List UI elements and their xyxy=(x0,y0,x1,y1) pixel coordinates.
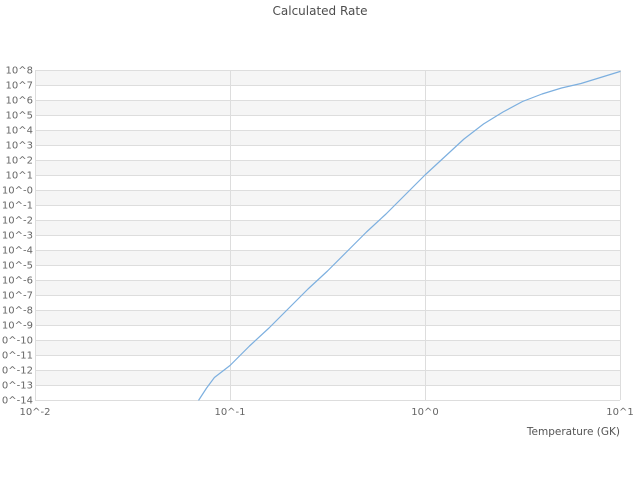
y-tick-label: 10^4 xyxy=(6,126,33,137)
x-tick-label: 10^-1 xyxy=(214,407,245,418)
y-tick-label: 0^-11 xyxy=(2,351,33,362)
y-tick-label: 10^-6 xyxy=(2,276,33,287)
y-tick-label: 10^7 xyxy=(6,81,33,92)
y-tick-label: 10^-8 xyxy=(2,306,33,317)
y-tick-label: 10^8 xyxy=(6,66,33,77)
y-tick-label: 10^-9 xyxy=(2,321,33,332)
y-tick-label: 10^-4 xyxy=(2,246,33,257)
y-tick-label: 0^-14 xyxy=(2,396,33,407)
plot-band xyxy=(35,310,620,325)
y-tick-label: 0^-10 xyxy=(2,336,33,347)
plot-band xyxy=(35,340,620,355)
plot-band xyxy=(35,100,620,115)
y-tick-label: 10^-1 xyxy=(2,201,33,212)
y-tick-label: 10^-3 xyxy=(2,231,33,242)
y-tick-label: 10^6 xyxy=(6,96,33,107)
plot-band xyxy=(35,220,620,235)
y-tick-label: 10^2 xyxy=(6,156,33,167)
y-tick-label: 10^-2 xyxy=(2,216,33,227)
y-tick-label: 10^3 xyxy=(6,141,33,152)
y-tick-label: 10^-7 xyxy=(2,291,33,302)
plot-band xyxy=(35,160,620,175)
y-tick-label: 0^-13 xyxy=(2,381,33,392)
x-tick-label: 10^1 xyxy=(606,407,633,418)
plot-band xyxy=(35,70,620,85)
y-tick-label: 10^-0 xyxy=(2,186,33,197)
y-tick-label: 0^-12 xyxy=(2,366,33,377)
plot-band xyxy=(35,370,620,385)
rate-line xyxy=(198,70,621,401)
plot-band xyxy=(35,280,620,295)
x-tick-label: 10^-2 xyxy=(19,407,50,418)
y-tick-label: 10^1 xyxy=(6,171,33,182)
plot-band xyxy=(35,190,620,205)
x-axis-label: Temperature (GK) xyxy=(526,426,620,438)
x-tick-label: 10^0 xyxy=(411,407,438,418)
chart-title: Calculated Rate xyxy=(272,4,368,18)
y-tick-label: 10^-5 xyxy=(2,261,33,272)
plot-band xyxy=(35,250,620,265)
y-tick-label: 10^5 xyxy=(6,111,33,122)
plot-band xyxy=(35,130,620,145)
